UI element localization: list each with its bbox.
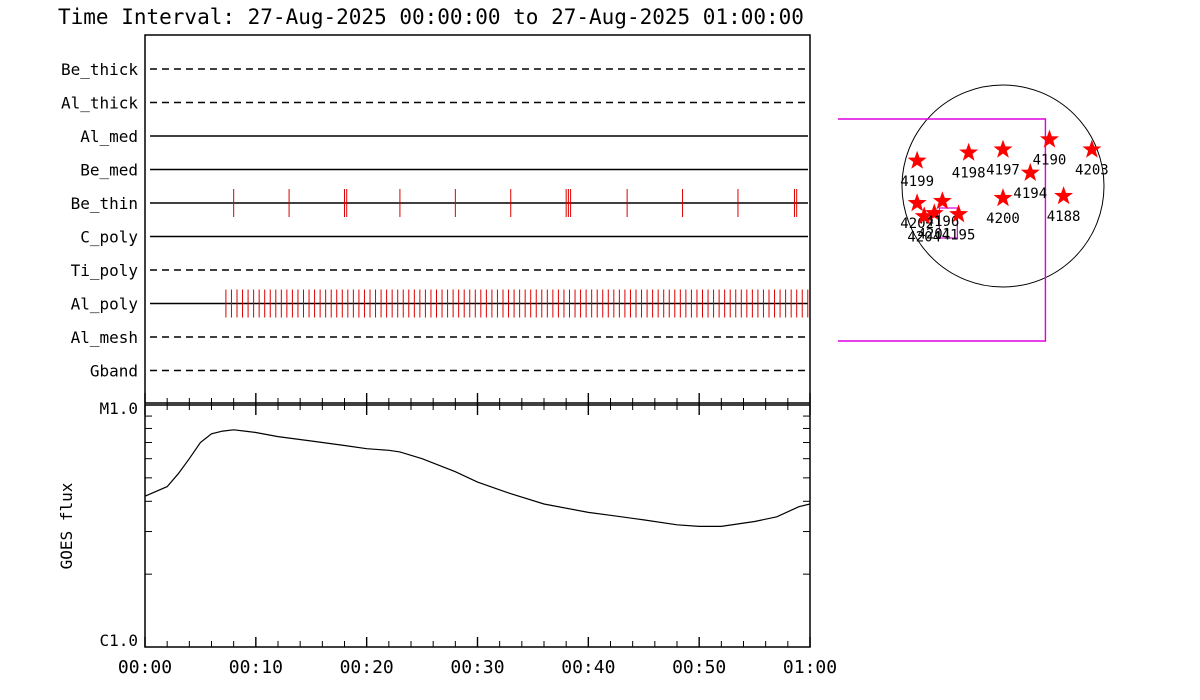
ar-marker-4195	[949, 204, 969, 223]
solar-disk	[901, 84, 1105, 288]
ar-label-4201: 4201	[917, 226, 951, 242]
goes-ylabel: GOES flux	[57, 482, 76, 569]
ar-label-4188: 4188	[1047, 209, 1081, 225]
ar-label-4195: 4195	[942, 227, 976, 243]
x-tick-label: 00:00	[118, 657, 172, 678]
ar-marker-4204	[914, 206, 934, 225]
x-tick-label: 00:30	[450, 657, 504, 678]
ar-label-4200: 4200	[986, 211, 1020, 227]
channel-label-Be_thick: Be_thick	[61, 60, 138, 79]
ar-marker-4188	[1054, 186, 1074, 205]
ar-marker-4201	[924, 203, 944, 222]
ar-marker-4199	[907, 150, 927, 169]
channel-label-Be_thin: Be_thin	[71, 194, 138, 213]
ar-marker-4196	[932, 191, 952, 210]
ar-label-4190: 4190	[1033, 153, 1067, 169]
channel-label-C_poly: C_poly	[80, 228, 138, 247]
x-tick-label: 00:10	[229, 657, 283, 678]
fov-box	[938, 207, 958, 239]
goes-flux-line	[144, 429, 811, 527]
x-tick-label: 00:50	[672, 657, 726, 678]
ar-label-4203: 4203	[1075, 163, 1109, 179]
ar-marker-4194	[1020, 162, 1040, 181]
ar-marker-4200	[993, 188, 1013, 207]
x-tick-label: 00:20	[340, 657, 394, 678]
ar-label-4197: 4197	[986, 163, 1020, 179]
chart-title: Time Interval: 27-Aug-2025 00:00:00 to 2…	[58, 5, 804, 29]
ar-label-4204: 4204	[907, 229, 941, 245]
ar-marker-4197	[993, 139, 1013, 158]
timeline-panel: Be_thick Al_thick Al_med Be_med Be_thin C_pol…	[61, 34, 811, 404]
channel-label-Al_med: Al_med	[80, 127, 138, 146]
channel-label-Al_poly: Al_poly	[71, 295, 139, 314]
channel-label-Gband: Gband	[90, 362, 138, 381]
channel-label-Be_med: Be_med	[80, 161, 138, 180]
ar-marker-4203	[1082, 139, 1102, 158]
ar-marker-4198	[959, 142, 979, 161]
ar-label-4198: 4198	[952, 166, 986, 182]
ar-marker-4202	[907, 193, 927, 212]
channel-label-Al_thick: Al_thick	[61, 94, 138, 113]
ar-label-4194: 4194	[1013, 186, 1047, 202]
x-axis-ticks: 00:00 00:10 00:20 00:30 00:40 00:50 01:00	[118, 393, 837, 678]
goes-ylim-top: M1.0	[99, 399, 138, 418]
goes-panel: GOES flux M1.0 C1.0	[57, 399, 811, 650]
goes-ylim-bottom: C1.0	[99, 631, 138, 650]
channel-label-Al_mesh: Al_mesh	[71, 328, 138, 347]
channel-label-Ti_poly: Ti_poly	[71, 261, 139, 280]
x-tick-label: 00:40	[561, 657, 615, 678]
ar-label-4199: 4199	[900, 174, 934, 190]
timeline-frame	[144, 34, 811, 404]
fov-connector	[838, 118, 1047, 342]
x-tick-label: 01:00	[783, 657, 837, 678]
ar-marker-4190	[1039, 129, 1059, 148]
ar-label-4196: 4196	[926, 214, 960, 230]
